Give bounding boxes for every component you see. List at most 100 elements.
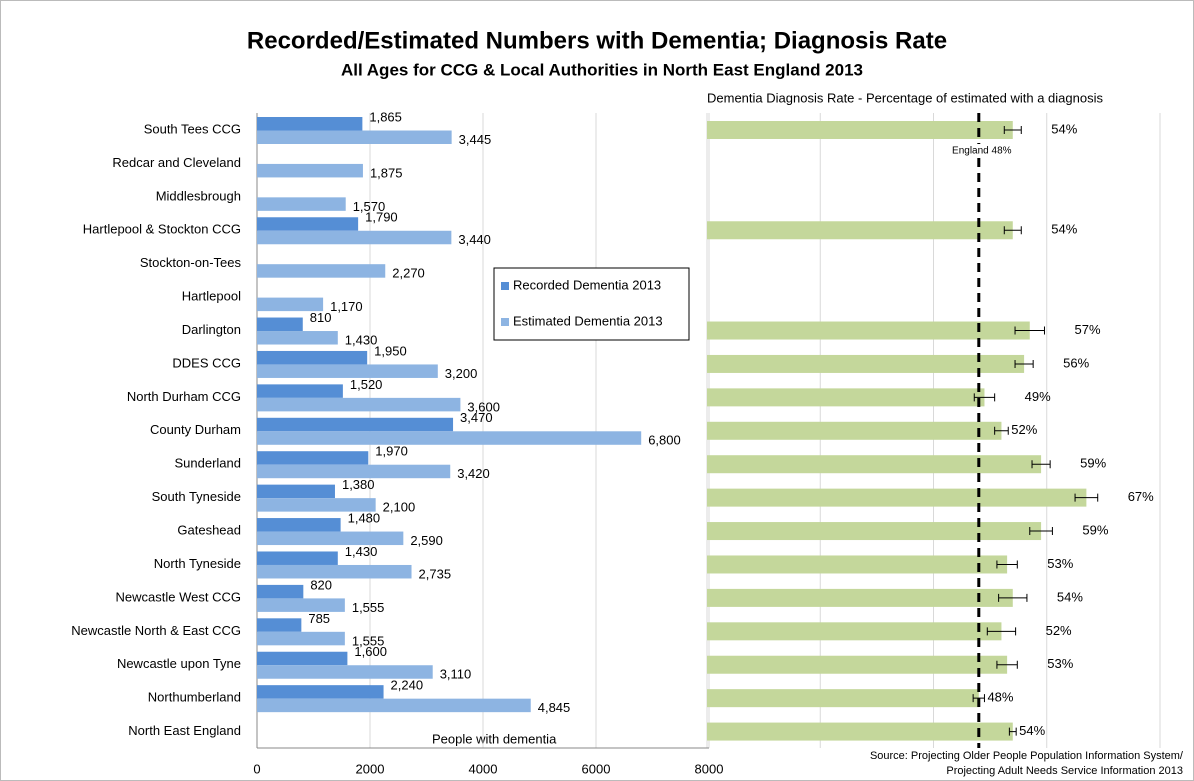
category-label: Hartlepool [182, 289, 241, 304]
value-label: 53% [1047, 656, 1073, 671]
value-label: 4,845 [538, 700, 571, 715]
bar [707, 321, 1030, 340]
category-label: Newcastle upon Tyne [117, 656, 241, 671]
error-bar [1003, 126, 1022, 134]
value-label: 1,555 [352, 600, 385, 615]
bar [257, 431, 642, 445]
bar [257, 484, 335, 499]
bar [707, 455, 1042, 474]
error-bar [1074, 493, 1099, 502]
bar [257, 331, 338, 345]
value-label: 820 [310, 577, 332, 592]
value-label: 810 [310, 310, 332, 325]
bar [707, 689, 979, 708]
bar [257, 698, 531, 713]
bar [257, 163, 363, 178]
category-label: South Tees CCG [144, 121, 241, 136]
error-bar [994, 426, 1009, 435]
error-bar [1029, 527, 1053, 536]
category-label: Northumberland [148, 690, 241, 705]
error-bar [1014, 359, 1034, 368]
bar [257, 384, 343, 398]
error-bar [1014, 326, 1045, 335]
bar [257, 584, 304, 599]
bar [707, 522, 1042, 541]
category-label: Darlington [182, 322, 241, 337]
x-tick-label: 8000 [695, 761, 724, 776]
legend-label: Recorded Dementia 2013 [513, 277, 661, 292]
value-label: 54% [1051, 222, 1077, 237]
value-label: 3,445 [459, 132, 492, 147]
x-tick-label: 0 [253, 761, 260, 776]
bar [257, 631, 345, 646]
error-bar [998, 593, 1028, 602]
value-label: 1,790 [365, 210, 398, 225]
category-label: North Tyneside [154, 556, 241, 571]
category-label: Newcastle North & East CCG [71, 623, 241, 638]
chart-title: Recorded/Estimated Numbers with Dementia… [247, 27, 947, 54]
value-label: 54% [1057, 589, 1083, 604]
category-label: DDES CCG [172, 355, 241, 370]
value-label: 785 [308, 611, 330, 626]
value-label: 1,600 [354, 644, 387, 659]
category-label: Middlesbrough [156, 188, 241, 203]
error-bar [1031, 460, 1051, 469]
value-label: 1,380 [342, 477, 375, 492]
bar [257, 598, 345, 612]
category-label: Hartlepool & Stockton CCG [83, 222, 241, 237]
category-label: Stockton-on-Tees [140, 255, 242, 270]
bar [707, 488, 1087, 507]
bar [257, 130, 452, 144]
value-label: 3,600 [467, 399, 500, 414]
label-bg [946, 144, 1019, 158]
bar [257, 518, 341, 532]
bar [257, 531, 404, 546]
category-label: County Durham [150, 422, 241, 437]
value-label: 1,430 [345, 544, 378, 559]
value-label: 48% [987, 690, 1013, 705]
bar [707, 722, 1013, 741]
legend-swatch [501, 318, 509, 326]
x-axis-label: People with dementia [432, 731, 557, 746]
value-label: 2,270 [392, 266, 425, 281]
value-label: 1,520 [350, 377, 383, 392]
bar [257, 564, 412, 579]
value-label: 1,950 [374, 343, 407, 358]
bar [257, 618, 302, 632]
value-label: 2,100 [383, 500, 416, 515]
bar [257, 197, 346, 211]
legend-swatch [501, 282, 509, 290]
bar [257, 297, 324, 312]
value-label: 67% [1128, 489, 1154, 504]
category-label: North Durham CCG [127, 389, 241, 404]
chart-subtitle: All Ages for CCG & Local Authorities in … [341, 60, 863, 79]
value-label: 3,110 [440, 667, 472, 682]
value-label: 1,970 [375, 444, 408, 459]
bar [257, 264, 386, 278]
value-label: 3,420 [457, 466, 490, 481]
bar [257, 397, 461, 412]
x-tick-label: 2000 [356, 761, 385, 776]
value-label: 52% [1011, 422, 1037, 437]
bar [707, 221, 1013, 240]
category-label: Redcar and Cleveland [112, 155, 241, 170]
error-bar [1003, 226, 1022, 235]
reference-label: England 48% [952, 146, 1012, 157]
source: Projecting Adult Needs Service Informati… [946, 765, 1183, 777]
value-label: 2,590 [410, 533, 443, 548]
value-label: 54% [1051, 121, 1077, 136]
bar [707, 121, 1013, 139]
value-label: 52% [1046, 623, 1072, 638]
bar [707, 555, 1008, 574]
error-bar [986, 627, 1017, 636]
category-label: South Tyneside [152, 489, 241, 504]
value-label: 1,555 [352, 633, 385, 648]
value-label: 3,470 [460, 410, 493, 425]
x-tick-label: 6000 [582, 761, 611, 776]
bar [257, 551, 338, 565]
bar [707, 388, 985, 407]
error-bar [996, 660, 1018, 669]
bar [257, 230, 452, 245]
bar [257, 451, 369, 465]
